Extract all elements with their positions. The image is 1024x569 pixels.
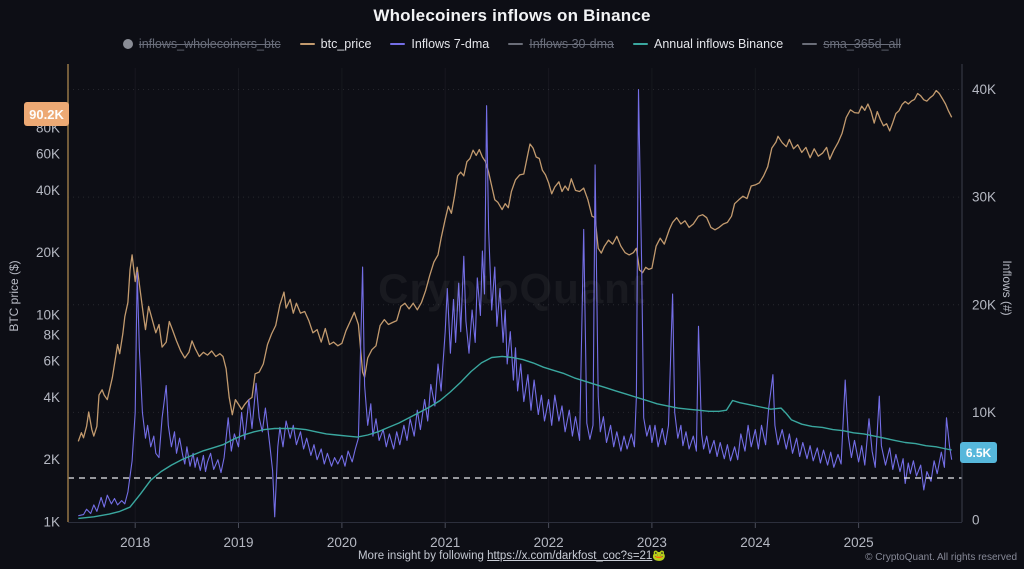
footer-note: More insight by following https://x.com/… (0, 549, 1024, 562)
legend-item-btc-price[interactable]: btc_price (299, 37, 372, 51)
svg-text:20K: 20K (972, 297, 996, 312)
footer-text: More insight by following (357, 550, 488, 562)
svg-text:2K: 2K (43, 452, 60, 467)
legend-marker-icon (390, 42, 406, 46)
svg-text:0: 0 (972, 513, 980, 528)
legend-marker-icon (122, 39, 133, 49)
legend-label: btc_price (320, 37, 372, 51)
legend-marker-icon (299, 42, 315, 46)
svg-text:60K: 60K (36, 146, 60, 161)
svg-text:6K: 6K (43, 353, 60, 368)
footer-link[interactable]: https://x.com/darkfost_coc?s=21 (487, 550, 653, 562)
svg-text:2020: 2020 (327, 535, 357, 550)
svg-text:2019: 2019 (223, 535, 253, 550)
copyright-notice: © CryptoQuant. All rights reserved (865, 552, 1017, 563)
svg-text:30K: 30K (972, 190, 996, 205)
svg-text:20K: 20K (36, 245, 60, 260)
right-axis-title: Inflows (#) (1000, 260, 1014, 316)
svg-text:8K: 8K (43, 328, 60, 343)
legend-item-inflows-30dma[interactable]: Inflows 30-dma (508, 37, 614, 51)
page-title: Wholecoiners inflows on Binance (373, 6, 651, 25)
legend-label: Inflows 7-dma (411, 37, 490, 51)
svg-text:2023: 2023 (637, 535, 667, 550)
svg-text:2022: 2022 (534, 535, 564, 550)
legend: inflows_wholecoiners_btc btc_price Inflo… (0, 37, 1024, 51)
svg-text:40K: 40K (972, 82, 996, 97)
svg-text:2024: 2024 (740, 535, 771, 550)
legend-marker-icon (802, 42, 818, 46)
svg-text:10K: 10K (972, 405, 996, 420)
legend-item-annual-inflows-binance[interactable]: Annual inflows Binance (632, 37, 784, 51)
svg-text:1K: 1K (43, 515, 60, 530)
svg-text:2018: 2018 (120, 535, 150, 550)
svg-text:4K: 4K (43, 390, 60, 405)
annual-inflows-last-value-badge: 6.5K (960, 442, 997, 463)
legend-item-sma-365d-all[interactable]: sma_365d_all (802, 37, 901, 51)
svg-text:2025: 2025 (844, 535, 874, 550)
legend-label: sma_365d_all (823, 37, 902, 51)
svg-text:10K: 10K (36, 308, 60, 323)
legend-label: Inflows 30-dma (529, 37, 614, 51)
legend-item-inflows-wholecoiners-btc[interactable]: inflows_wholecoiners_btc (122, 37, 281, 51)
frog-emoji-icon: 🐸 (652, 550, 667, 562)
svg-text:40K: 40K (36, 183, 60, 198)
legend-marker-icon (632, 42, 648, 46)
legend-label: inflows_wholecoiners_btc (138, 37, 281, 51)
legend-item-inflows-7dma[interactable]: Inflows 7-dma (390, 37, 489, 51)
svg-text:2021: 2021 (430, 535, 460, 550)
btc-price-last-value-badge: 90.2K (24, 102, 69, 126)
legend-label: Annual inflows Binance (653, 37, 784, 51)
legend-marker-icon (508, 42, 524, 46)
left-axis-title: BTC price ($) (7, 260, 21, 332)
